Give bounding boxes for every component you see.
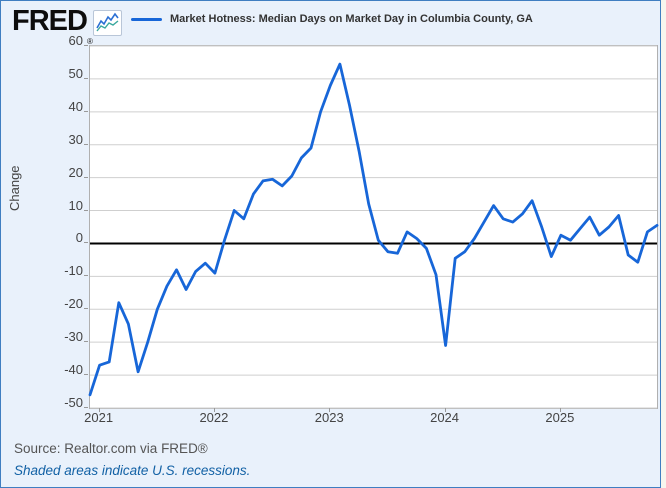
x-axis-tick-label: 2021 bbox=[84, 410, 114, 425]
fred-sparkline-icon bbox=[93, 10, 122, 36]
line-chart bbox=[88, 45, 659, 409]
x-axis-tick-label: 2023 bbox=[314, 410, 344, 425]
fred-logo[interactable]: FRED® bbox=[12, 5, 93, 46]
y-axis-tick bbox=[84, 176, 88, 178]
legend: Market Hotness: Median Days on Market Da… bbox=[131, 13, 533, 25]
y-axis-tick bbox=[84, 308, 88, 310]
y-axis-tick bbox=[84, 110, 88, 112]
registered-mark-icon: ® bbox=[86, 37, 93, 46]
y-axis-tick bbox=[84, 209, 88, 211]
y-axis-tick bbox=[84, 77, 88, 79]
y-axis-tick-label: 40 bbox=[68, 98, 83, 114]
y-axis-tick bbox=[84, 143, 88, 145]
plot-area bbox=[88, 45, 659, 409]
x-axis-tick bbox=[329, 408, 331, 412]
y-axis-tick-label: -30 bbox=[64, 329, 83, 345]
y-axis-tick-label: -10 bbox=[64, 263, 83, 279]
y-axis-tick-label: 10 bbox=[68, 197, 83, 213]
y-axis-tick bbox=[84, 374, 88, 376]
y-axis-title: Change bbox=[7, 165, 22, 211]
data-series-line bbox=[88, 62, 659, 397]
legend-line-swatch bbox=[131, 17, 162, 21]
y-axis-tick-label: 30 bbox=[68, 131, 83, 147]
y-axis-tick-label: 50 bbox=[68, 65, 83, 81]
y-axis-tick bbox=[84, 275, 88, 277]
recession-note[interactable]: Shaded areas indicate U.S. recessions. bbox=[14, 463, 251, 478]
y-axis-tick bbox=[84, 407, 88, 408]
y-axis-tick-label: 20 bbox=[68, 164, 83, 180]
x-axis-tick bbox=[559, 408, 561, 412]
y-axis-tick bbox=[84, 242, 88, 244]
x-axis-tick-label: 2024 bbox=[430, 410, 460, 425]
x-axis-tick-label: 2022 bbox=[199, 410, 229, 425]
x-axis-tick-label: 2025 bbox=[545, 410, 575, 425]
y-axis-tick bbox=[84, 341, 88, 343]
y-axis-tick bbox=[84, 45, 88, 46]
x-axis-tick bbox=[98, 408, 100, 412]
legend-label: Market Hotness: Median Days on Market Da… bbox=[170, 13, 533, 25]
source-attribution: Source: Realtor.com via FRED® bbox=[14, 441, 208, 456]
y-axis-tick-label: -40 bbox=[64, 362, 83, 378]
x-axis-tick bbox=[444, 408, 446, 412]
y-axis-tick-label: -20 bbox=[64, 296, 83, 312]
x-axis-tick bbox=[213, 408, 215, 412]
y-axis-tick-label: -50 bbox=[64, 395, 83, 410]
y-axis-tick-label: 0 bbox=[75, 230, 83, 246]
y-axis-tick-label: 60 bbox=[68, 33, 83, 48]
